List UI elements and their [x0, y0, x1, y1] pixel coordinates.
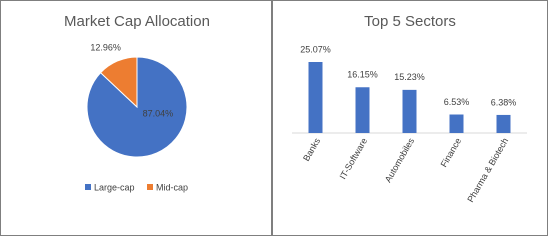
- data-label: 6.53%: [444, 97, 470, 107]
- chart-title: Market Cap Allocation: [64, 13, 210, 30]
- chart-title: Top 5 Sectors: [364, 13, 456, 30]
- data-label: 25.07%: [300, 44, 331, 54]
- data-label: 15.23%: [394, 72, 425, 82]
- bar: [496, 114, 511, 133]
- bar: [308, 62, 323, 133]
- data-label: 87.04%: [143, 109, 174, 119]
- bar: [402, 89, 417, 133]
- data-label: 12.96%: [90, 43, 121, 53]
- legend-swatch: [85, 184, 91, 190]
- bar: [355, 87, 370, 133]
- data-label: 6.38%: [491, 97, 517, 107]
- legend-label: Mid-cap: [156, 182, 188, 192]
- bar: [449, 114, 464, 133]
- legend-label: Large-cap: [94, 182, 135, 192]
- legend-swatch: [147, 184, 153, 190]
- data-label: 16.15%: [347, 70, 378, 80]
- pie-slice: [99, 56, 138, 109]
